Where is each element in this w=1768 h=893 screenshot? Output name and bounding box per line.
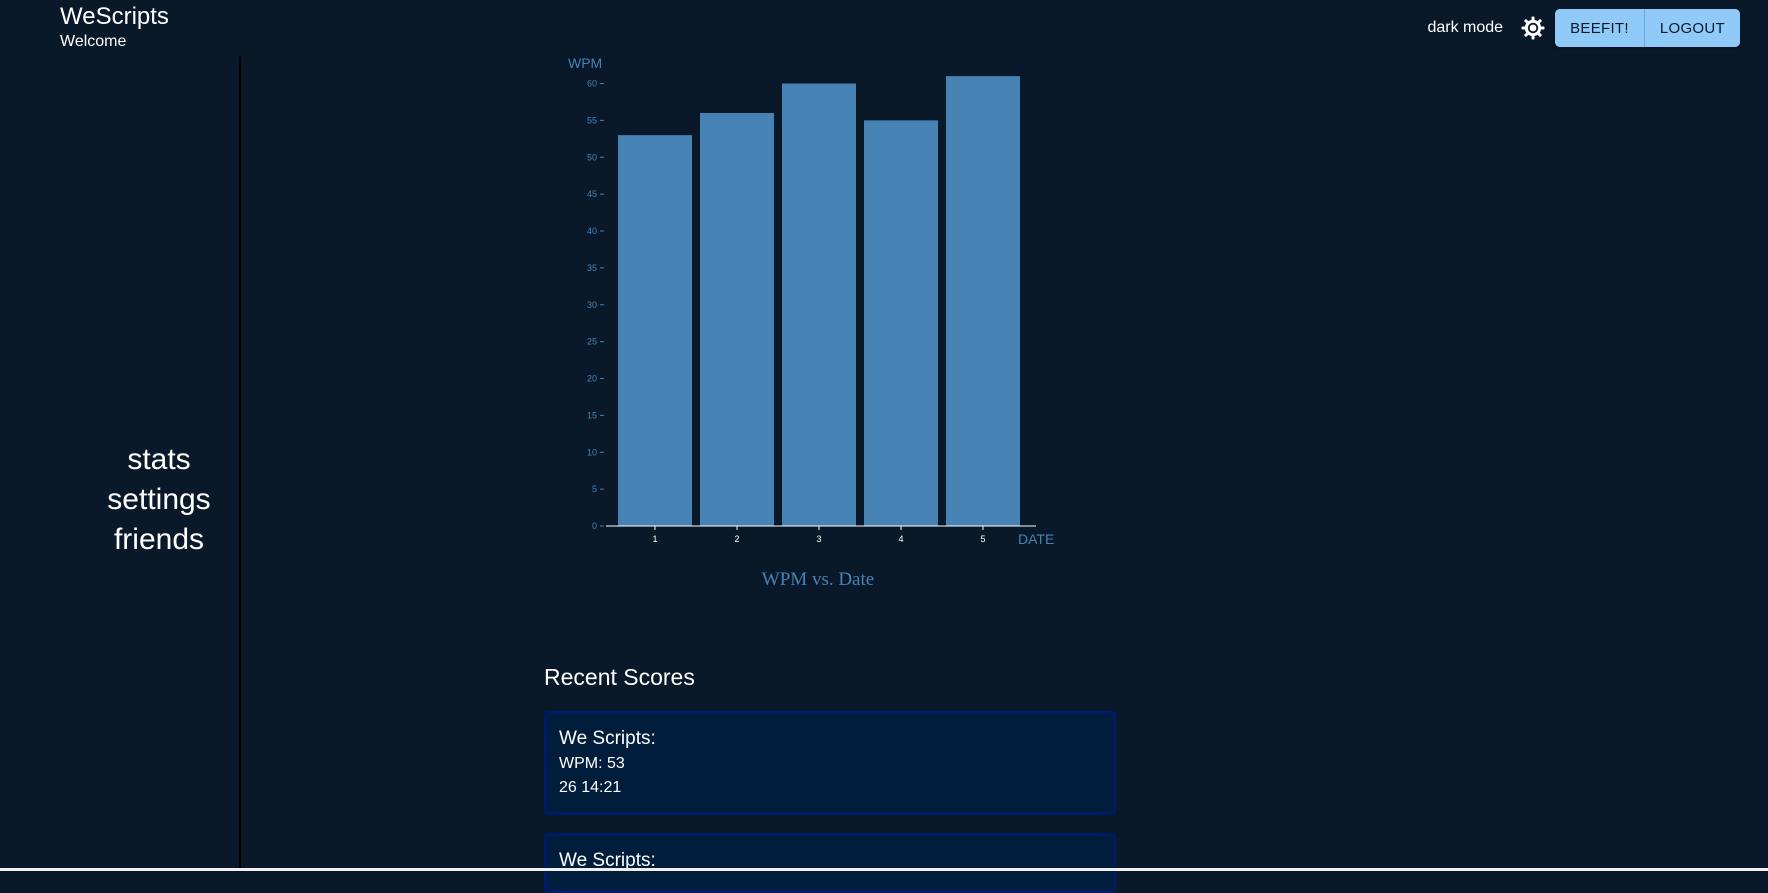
y-tick-label: 5 xyxy=(592,484,597,494)
chart-bar xyxy=(700,113,774,526)
dark-mode-label: dark mode xyxy=(1427,19,1504,36)
x-tick-label: 4 xyxy=(898,534,903,544)
score-card[interactable]: We Scripts: xyxy=(544,833,1116,893)
y-tick-label: 30 xyxy=(587,300,597,310)
recent-scores-title: Recent Scores xyxy=(544,664,695,690)
y-tick-label: 0 xyxy=(592,521,597,531)
y-tick-label: 10 xyxy=(587,447,597,457)
y-axis-label: WPM xyxy=(568,55,602,71)
y-tick-label: 15 xyxy=(587,410,597,420)
y-tick-label: 20 xyxy=(587,374,597,384)
score-wpm: WPM: 53 xyxy=(559,755,625,772)
wpm-chart-svg: 1 2 3 4 5051015202530354045505560WPMDATEWPM … xyxy=(568,55,1054,590)
score-date: 26 14:21 xyxy=(559,779,622,796)
sidebar-divider xyxy=(239,56,241,871)
y-tick-label: 25 xyxy=(587,337,597,347)
score-title: We Scripts: xyxy=(559,728,656,749)
score-card[interactable]: We Scripts: WPM: 53 26 14:21 xyxy=(544,711,1116,815)
sidebar-item-settings[interactable]: settings xyxy=(107,483,211,516)
top-right-controls: dark mode BEEFIT! LOGOUT xyxy=(1427,9,1740,47)
sidebar-nav: stats settings friends xyxy=(60,440,258,560)
action-button-group: BEEFIT! LOGOUT xyxy=(1555,9,1740,47)
welcome-text: Welcome xyxy=(60,33,127,50)
wpm-chart: 1 2 3 4 5 0 5 10 15 20 25 30 35 40 45 50 55 60 WPM DATE WPM … xyxy=(548,50,1068,600)
app-title: WeScripts xyxy=(60,3,169,30)
chart-bar xyxy=(946,76,1020,526)
brand: WeScripts Welcome xyxy=(60,2,169,52)
chart-title: WPM vs. Date xyxy=(762,569,874,590)
y-tick-label: 55 xyxy=(587,115,597,125)
y-tick-label: 60 xyxy=(587,79,597,89)
x-tick-label: 5 xyxy=(980,534,985,544)
x-axis-label: DATE xyxy=(1018,531,1054,547)
x-tick-label: 3 xyxy=(816,534,821,544)
logout-button[interactable]: LOGOUT xyxy=(1643,9,1740,47)
y-tick-label: 40 xyxy=(587,226,597,236)
y-tick-label: 50 xyxy=(587,152,597,162)
sidebar-item-friends[interactable]: friends xyxy=(113,523,205,556)
y-tick-label: 45 xyxy=(587,189,597,199)
sidebar-item-stats[interactable]: stats xyxy=(127,443,191,476)
x-tick-label: 1 xyxy=(652,534,657,544)
window-bottom-edge xyxy=(0,868,1768,871)
sun-icon-graphic xyxy=(1521,16,1545,40)
x-tick-label: 2 xyxy=(734,534,739,544)
score-title: We Scripts: xyxy=(559,850,656,871)
chart-bar xyxy=(782,83,856,526)
beefit-button[interactable]: BEEFIT! xyxy=(1555,9,1644,47)
y-tick-label: 35 xyxy=(587,263,597,273)
chart-bar xyxy=(618,135,692,526)
chart-bar xyxy=(864,120,938,526)
sun-icon[interactable] xyxy=(1521,16,1545,40)
